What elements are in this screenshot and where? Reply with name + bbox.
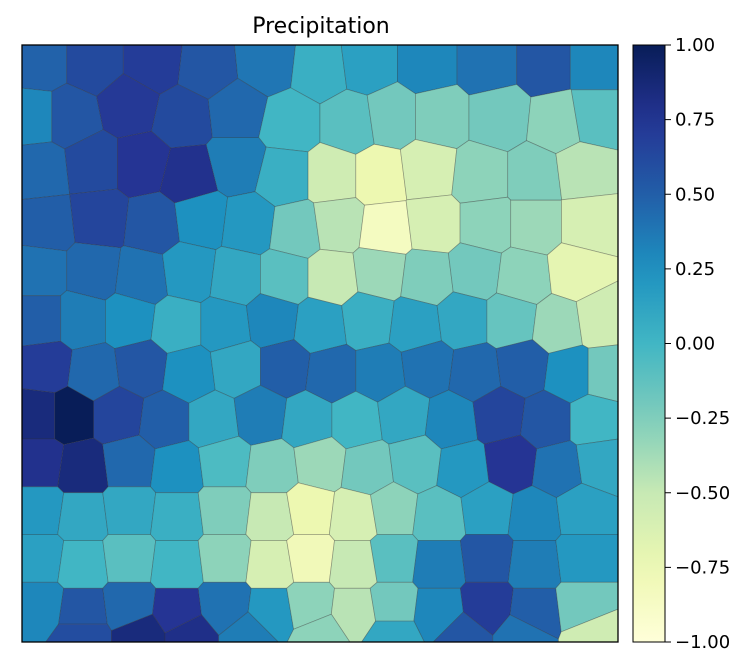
voronoi-cell: [102, 434, 156, 488]
voronoi-cell: [269, 198, 321, 259]
voronoi-cell: [22, 45, 68, 92]
chart-title: Precipitation: [252, 14, 390, 39]
voronoi-cell: [233, 384, 288, 446]
voronoi-cell: [58, 587, 108, 625]
colorbar: [632, 44, 666, 643]
voronoi-cell: [221, 191, 276, 256]
voronoi-cell: [516, 45, 571, 98]
voronoi-cell: [558, 608, 618, 642]
voronoi-cell: [414, 84, 470, 150]
colorbar-tick-label: −0.75: [675, 557, 730, 578]
voronoi-cell: [328, 487, 378, 541]
voronoi-cell: [22, 486, 65, 535]
voronoi-cell: [569, 45, 618, 91]
voronoi-cell: [355, 143, 408, 206]
voronoi-cell: [22, 534, 65, 583]
colorbar-ticks: 1.00 0.75 0.50 0.25 0.00 −0.25 −0.50 −0.75 −1.00: [665, 35, 730, 653]
voronoi-cell: [555, 482, 618, 535]
voronoi-cell: [397, 45, 458, 95]
voronoi-cell: [122, 45, 183, 95]
colorbar-tick-label: 0.25: [675, 259, 715, 280]
voronoi-cell: [412, 540, 467, 589]
voronoi-cell: [561, 193, 618, 258]
voronoi-cell: [459, 534, 514, 583]
voronoi-cell: [447, 242, 502, 301]
voronoi-cell: [162, 241, 217, 304]
voronoi-cell: [451, 139, 509, 204]
voronoi-cell: [286, 534, 335, 583]
voronoi-cell: [531, 293, 583, 354]
voronoi-cell: [22, 87, 53, 146]
voronoi-cell: [555, 581, 618, 633]
voronoi-cell: [245, 540, 295, 589]
voronoi-cell: [22, 388, 56, 440]
voronoi-cell: [307, 248, 359, 307]
voronoi-cell: [399, 139, 458, 201]
voronoi-cell: [510, 199, 562, 256]
voronoi-cell: [358, 200, 413, 255]
voronoi-cell: [313, 197, 365, 254]
voronoi-cell: [57, 437, 109, 494]
voronoi-cell: [507, 540, 562, 589]
voronoi-cell: [369, 581, 419, 622]
voronoi-cell: [197, 534, 252, 583]
voronoi-cell: [555, 141, 618, 201]
voronoi-cell: [22, 193, 76, 252]
voronoi-cell: [286, 613, 351, 642]
voronoi-cell: [197, 486, 252, 535]
voronoi-cell: [22, 244, 68, 297]
voronoi-cell: [245, 438, 299, 494]
voronoi-cell: [459, 581, 514, 636]
voronoi-cell: [22, 295, 62, 347]
voronoi-cell: [328, 540, 378, 589]
voronoi-cell: [293, 296, 348, 354]
voronoi-cell: [369, 534, 419, 583]
voronoi-cell: [205, 137, 267, 198]
voronoi-cell: [400, 248, 454, 307]
voronoi-cell: [57, 492, 109, 541]
voronoi-cell: [245, 492, 295, 541]
voronoi-cell: [150, 294, 202, 354]
voronoi-cell: [60, 290, 106, 351]
colorbar-tick-label: 0.75: [675, 110, 715, 131]
voronoi-cell: [405, 194, 461, 254]
voronoi-cell: [555, 534, 618, 583]
colorbar-tick-label: −1.00: [675, 632, 730, 653]
voronoi-cell: [569, 393, 618, 446]
voronoi-cell: [209, 245, 261, 307]
colorbar-tick-label: −0.25: [675, 408, 730, 429]
plot-area-frame: [21, 44, 619, 643]
voronoi-cell: [102, 581, 157, 632]
voronoi-cell: [69, 188, 130, 249]
voronoi-cell: [57, 540, 109, 589]
voronoi-cell: [197, 581, 252, 636]
voronoi-cell: [102, 534, 157, 583]
voronoi-cell: [66, 45, 124, 97]
voronoi-cell: [468, 84, 532, 153]
voronoi-cell: [436, 291, 488, 351]
voronoi-cell: [123, 191, 180, 255]
colorbar-tick-label: 0.00: [675, 334, 715, 355]
colorbar-tick-label: 0.50: [675, 184, 715, 205]
voronoi-cells: [22, 45, 618, 642]
voronoi-cell: [22, 438, 65, 488]
voronoi-cell: [150, 492, 204, 541]
voronoi-cell: [218, 611, 279, 642]
voronoi-cell: [341, 291, 395, 351]
voronoi-cell: [102, 486, 157, 535]
voronoi-cell: [22, 141, 71, 200]
voronoi-cell: [22, 340, 73, 394]
voronoi-cell: [587, 344, 618, 403]
voronoi-cell: [361, 620, 425, 642]
colorbar-tick-label: 1.00: [675, 35, 715, 56]
voronoi-cell: [150, 440, 204, 494]
colorbar-tick-label: −0.50: [675, 483, 730, 504]
voronoi-cell: [366, 81, 416, 150]
voronoi-cell: [150, 540, 204, 589]
voronoi-cell: [286, 482, 336, 535]
voronoi-cell: [66, 242, 122, 301]
